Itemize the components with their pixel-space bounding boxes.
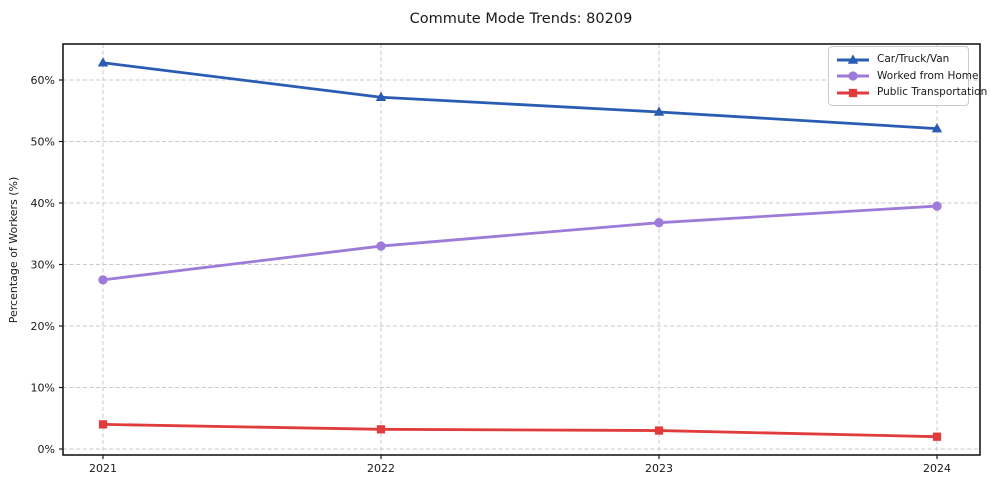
worked-from-home-line-marker-icon bbox=[836, 70, 870, 82]
y-tick-label: 50% bbox=[31, 135, 55, 148]
legend-sample-worked-from-home bbox=[837, 71, 869, 81]
x-tick-label: 2023 bbox=[645, 462, 673, 475]
marker-public-transportation-2024 bbox=[932, 432, 942, 441]
legend-label-worked-from-home: Worked from Home bbox=[877, 69, 979, 82]
marker-public-transportation-2023 bbox=[654, 426, 664, 435]
marker-car-truck-van-2022 bbox=[375, 91, 387, 101]
legend-glyph-public-transportation bbox=[848, 88, 858, 97]
legend-sample-car-truck-van bbox=[837, 53, 869, 64]
legend-label-public-transportation: Public Transportation bbox=[877, 86, 988, 99]
legend-glyph-worked-from-home bbox=[848, 71, 858, 81]
legend-entry-public-transportation: Public Transportation bbox=[836, 87, 987, 99]
x-tick-label: 2021 bbox=[89, 462, 117, 475]
legend-sample-public-transportation bbox=[837, 88, 869, 97]
legend-entry-car-truck-van: Car/Truck/Van bbox=[836, 53, 961, 66]
y-axis-label: Percentage of Workers (%) bbox=[7, 177, 20, 324]
marker-worked-from-home-2023 bbox=[654, 218, 664, 228]
legend: Car/Truck/Van Worked from Home Public Tr… bbox=[828, 46, 987, 106]
x-tick-label: 2024 bbox=[923, 462, 951, 475]
public-transportation-line-marker-icon bbox=[836, 87, 870, 99]
chart-title: Commute Mode Trends: 80209 bbox=[410, 11, 633, 27]
legend-entry-worked-from-home: Worked from Home bbox=[836, 70, 978, 82]
car-truck-van-line-marker-icon bbox=[836, 53, 870, 66]
marker-worked-from-home-2022 bbox=[376, 241, 386, 251]
y-tick-label: 0% bbox=[38, 443, 55, 456]
marker-car-truck-van-2023 bbox=[653, 106, 665, 116]
series-line-public-transportation bbox=[101, 422, 939, 439]
y-tick-label: 40% bbox=[31, 197, 55, 210]
y-tick-label: 60% bbox=[31, 74, 55, 87]
y-tick-label: 10% bbox=[31, 381, 55, 394]
legend-label-car-truck-van: Car/Truck/Van bbox=[877, 53, 950, 66]
marker-public-transportation-2022 bbox=[376, 425, 386, 434]
marker-worked-from-home-2024 bbox=[932, 201, 942, 211]
marker-worked-from-home-2021 bbox=[98, 275, 108, 285]
x-tick-label: 2022 bbox=[367, 462, 395, 475]
series-line-car-truck-van bbox=[101, 61, 939, 130]
series-layer bbox=[97, 57, 943, 441]
marker-car-truck-van-2024 bbox=[931, 123, 943, 133]
legend-glyph-car-truck-van bbox=[847, 53, 859, 64]
axis-layer: 0% 10% 20% 30% 40% 50% 60% 2021 2022 2023 2024 bbox=[31, 43, 981, 475]
y-tick-label: 30% bbox=[31, 258, 55, 271]
marker-car-truck-van-2021 bbox=[97, 57, 109, 67]
grid-layer bbox=[63, 44, 980, 455]
y-tick-label: 20% bbox=[31, 320, 55, 333]
series-line-worked-from-home bbox=[101, 204, 939, 282]
plot-border bbox=[62, 43, 981, 456]
marker-public-transportation-2021 bbox=[98, 420, 108, 429]
